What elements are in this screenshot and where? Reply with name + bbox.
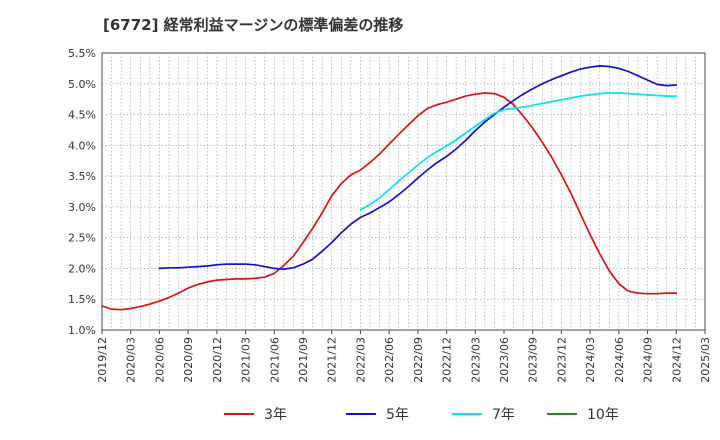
y-tick-label: 5.0% [68, 78, 96, 91]
y-tick-label: 1.0% [68, 324, 96, 337]
x-tick-label: 2022/12 [441, 337, 454, 383]
series-line-7年 [359, 92, 678, 211]
x-tick-label: 2023/12 [555, 337, 568, 383]
y-tick-label: 3.0% [68, 201, 96, 214]
x-tick-label: 2021/12 [326, 337, 339, 383]
y-tick-label: 4.0% [68, 139, 96, 152]
x-tick-label: 2021/03 [240, 337, 253, 383]
legend-item-5年[interactable]: 5年 [346, 407, 409, 423]
series-line-3年 [101, 92, 678, 311]
x-tick-label: 2020/12 [211, 337, 224, 383]
x-tick-label: 2024/12 [670, 337, 683, 383]
x-tick-label: 2022/09 [412, 337, 425, 383]
x-tick-label: 2020/09 [182, 337, 195, 383]
x-tick-label: 2022/06 [383, 337, 396, 383]
legend-item-7年[interactable]: 7年 [452, 407, 515, 423]
y-tick-label: 5.5% [68, 47, 96, 60]
y-tick-label: 3.5% [68, 170, 96, 183]
y-tick-label: 2.0% [68, 262, 96, 275]
x-tick-label: 2021/09 [297, 337, 310, 383]
chart-title: [6772] 経常利益マージンの標準偏差の推移 [103, 16, 403, 34]
legend-item-10年[interactable]: 10年 [547, 407, 619, 423]
y-tick-label: 2.5% [68, 232, 96, 245]
legend-label: 3年 [264, 407, 287, 423]
legend[interactable]: 3年 5年 7年 10年 [224, 407, 619, 423]
y-tick-label: 1.5% [68, 293, 96, 306]
x-tick-label: 2019/12 [96, 337, 109, 383]
x-axis: 2019/12 2020/03 2020/06 2020/09 2020/12 2021/… [96, 330, 712, 383]
x-tick-label: 2024/09 [642, 337, 655, 383]
x-tick-label: 2023/06 [498, 337, 511, 383]
series-lines [101, 65, 678, 311]
x-tick-label: 2022/03 [354, 337, 367, 383]
legend-item-3年[interactable]: 3年 [224, 407, 287, 423]
y-tick-label: 4.5% [68, 109, 96, 122]
x-tick-label: 2024/03 [584, 337, 597, 383]
x-tick-label: 2023/03 [469, 337, 482, 383]
x-tick-label: 2024/06 [613, 337, 626, 383]
x-tick-label: 2021/06 [268, 337, 281, 383]
x-tick-label: 2025/03 [699, 337, 712, 383]
y-axis: 1.0% 1.5% 2.0% 2.5% 3.0% 3.5% 4.0% 4.5% 5.0% 5.5% [68, 47, 96, 337]
x-tick-label: 2023/09 [527, 337, 540, 383]
legend-label: 5年 [386, 407, 409, 423]
x-tick-label: 2020/06 [153, 337, 166, 383]
series-line-5年 [158, 65, 678, 270]
grid [102, 53, 705, 330]
x-tick-label: 2020/03 [125, 337, 138, 383]
legend-label: 10年 [587, 407, 619, 423]
legend-label: 7年 [492, 407, 515, 423]
